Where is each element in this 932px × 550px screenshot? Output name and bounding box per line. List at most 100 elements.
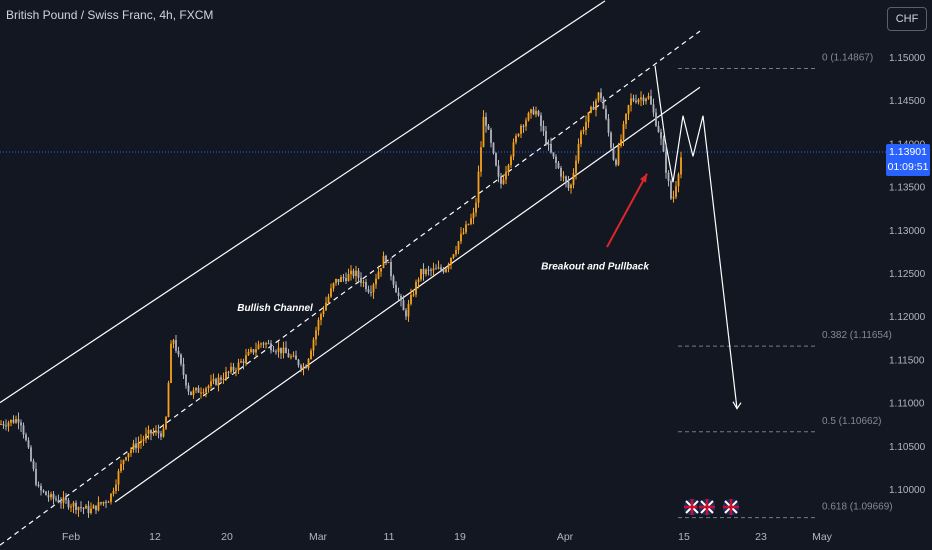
candle-body	[665, 151, 667, 173]
candle	[390, 258, 392, 281]
candle	[425, 268, 427, 277]
candle-body	[637, 99, 640, 103]
fib-level-label: 0.618 (1.09669)	[822, 502, 893, 513]
candle	[667, 170, 670, 187]
candle-body	[142, 439, 145, 441]
candle	[315, 326, 317, 346]
candle	[430, 267, 432, 277]
currency-button[interactable]: CHF	[887, 7, 927, 31]
y-axis: 1.150001.145001.140001.135001.130001.125…	[889, 53, 926, 496]
candle-body	[440, 267, 442, 270]
candle	[342, 274, 345, 282]
candle	[645, 97, 647, 105]
candle-body	[340, 277, 342, 282]
candle	[12, 415, 15, 424]
candle	[67, 497, 70, 510]
candle-body	[625, 113, 627, 125]
candle-body	[580, 131, 582, 145]
candle	[595, 98, 597, 117]
candle	[570, 183, 572, 194]
candle	[75, 500, 77, 515]
candle	[222, 372, 225, 384]
candle-body	[550, 144, 552, 153]
candle	[245, 348, 247, 367]
candle-body	[360, 277, 362, 283]
candle	[57, 494, 60, 504]
candle-body	[390, 261, 392, 277]
candle-body	[90, 508, 92, 514]
candle-body	[137, 442, 140, 449]
candle-body	[587, 112, 590, 123]
candle-body	[627, 105, 630, 114]
fib-level-label: 0.5 (1.10662)	[822, 416, 882, 427]
candle	[47, 490, 50, 502]
candle-body	[272, 350, 275, 352]
candle-body	[467, 223, 470, 225]
candle-body	[475, 202, 477, 213]
candlestick-series	[0, 88, 682, 518]
candle-body	[22, 425, 25, 435]
candle	[495, 152, 497, 167]
candle-body	[130, 449, 132, 454]
candle	[30, 445, 32, 463]
candle	[215, 377, 217, 386]
candle	[605, 105, 607, 121]
candle	[455, 245, 457, 257]
candle-body	[667, 172, 670, 181]
candle	[552, 152, 555, 160]
candle	[347, 268, 350, 282]
candle	[360, 272, 362, 287]
chart-annotation: Bullish Channel	[237, 303, 313, 314]
candle-body	[242, 361, 245, 363]
candle-body	[20, 422, 22, 426]
candle	[70, 503, 72, 513]
candle-body	[17, 419, 20, 423]
projected-arrowhead	[732, 401, 742, 410]
candle-body	[622, 124, 625, 140]
candle-body	[417, 279, 420, 282]
candle	[37, 481, 40, 488]
candle-body	[425, 269, 427, 274]
candle-body	[250, 349, 252, 352]
candle	[120, 459, 122, 473]
candle-body	[530, 109, 532, 114]
candle-body	[547, 143, 550, 145]
uk-flag-icon[interactable]	[697, 497, 717, 517]
candle-body	[290, 356, 292, 358]
candle	[127, 452, 130, 462]
candle-body	[572, 173, 575, 185]
candle-body	[442, 269, 445, 272]
candle-body	[400, 295, 402, 301]
candle-body	[320, 314, 322, 320]
candle	[432, 262, 435, 276]
candle	[507, 163, 510, 176]
candle-body	[477, 171, 480, 203]
candle-body	[92, 505, 95, 509]
annotations: Bullish Channel Breakout and Pullback	[237, 173, 649, 314]
candle	[190, 391, 192, 396]
candle	[357, 267, 360, 284]
candle	[210, 374, 212, 389]
candle	[522, 124, 525, 133]
candle	[497, 160, 500, 183]
candle	[105, 499, 107, 509]
candle-body	[282, 347, 285, 354]
uk-flag-icon[interactable]	[721, 497, 741, 517]
candle-body	[25, 434, 27, 441]
candle	[472, 207, 475, 225]
chart-title: British Pound / Swiss Franc, 4h, FXCM	[6, 8, 214, 22]
candle-body	[635, 100, 637, 103]
candle	[627, 104, 630, 120]
y-tick-label: 1.12500	[889, 269, 926, 280]
candle-body	[95, 505, 97, 511]
candle-body	[512, 142, 515, 157]
candle-body	[255, 349, 257, 353]
x-tick-label: 15	[678, 531, 690, 543]
candle-body	[70, 506, 72, 508]
candle-body	[232, 366, 235, 371]
x-tick-label: Mar	[309, 531, 328, 543]
candle-body	[170, 343, 172, 383]
candle-body	[102, 501, 105, 504]
candle	[560, 165, 562, 181]
